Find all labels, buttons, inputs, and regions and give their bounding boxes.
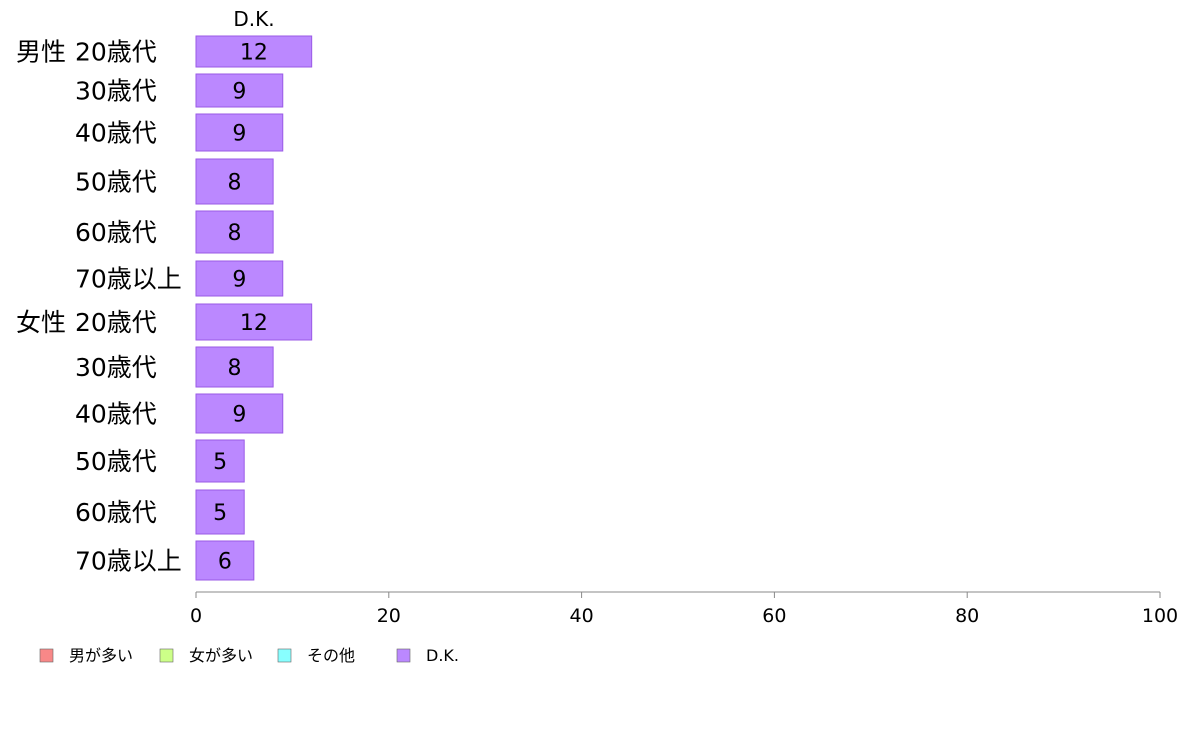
category-label: 70歳以上	[75, 265, 182, 294]
bar-rows: 男性 20歳代 12 30歳代 9 40歳代 9 50歳代 8 60歳代 8 70歳以上 9 女性 20歳代…	[16, 35, 313, 581]
category-label: 60歳代	[75, 218, 157, 247]
legend-label: 女が多い	[189, 646, 253, 665]
bar	[195, 346, 274, 388]
bar-value-label: 8	[228, 356, 242, 381]
x-tick-label: 20	[377, 605, 401, 627]
legend-swatch	[396, 648, 411, 663]
bar	[195, 210, 274, 254]
bar	[195, 393, 284, 434]
bar-value-label: 5	[213, 450, 227, 475]
bar-value-label: 9	[232, 403, 246, 428]
legend-swatch	[39, 648, 54, 663]
category-label: 30歳代	[75, 353, 157, 382]
category-label: 30歳代	[75, 77, 157, 106]
category-label: 40歳代	[75, 119, 157, 148]
category-label: 50歳代	[75, 447, 157, 476]
bar-value-label: 5	[213, 501, 227, 526]
bar	[195, 303, 313, 341]
bar	[195, 158, 274, 205]
bar	[195, 489, 245, 535]
bar-value-label: 9	[232, 122, 246, 147]
bar	[195, 260, 284, 297]
legend-label: その他	[307, 646, 355, 665]
bar-value-label: 8	[228, 171, 242, 196]
category-label: 50歳代	[75, 168, 157, 197]
legend-label: D.K.	[426, 646, 459, 665]
bar	[195, 540, 255, 581]
bar-value-label: 6	[218, 550, 232, 575]
category-label: 60歳代	[75, 498, 157, 527]
x-tick-label: 0	[190, 605, 202, 627]
bar-value-label: 12	[240, 311, 268, 336]
group-label: 女性	[16, 308, 66, 337]
legend-swatch	[277, 648, 292, 663]
bar	[195, 439, 245, 483]
category-label: 20歳代	[75, 308, 157, 337]
legend: 男が多い 女が多い その他 D.K.	[39, 646, 459, 665]
bar	[195, 113, 284, 152]
category-label: 40歳代	[75, 400, 157, 429]
x-tick-label: 60	[762, 605, 786, 627]
x-tick-label: 40	[570, 605, 594, 627]
bar	[195, 73, 284, 108]
legend-label: 男が多い	[69, 646, 133, 665]
category-label: 20歳代	[75, 38, 157, 67]
bar-value-label: 9	[232, 268, 246, 293]
x-tick-label: 100	[1142, 605, 1178, 627]
bar-value-label: 12	[240, 41, 268, 66]
bar-value-label: 8	[228, 221, 242, 246]
group-label: 男性	[16, 38, 66, 67]
x-axis: 0 20 40 60 80 100	[190, 591, 1178, 627]
x-tick-label: 80	[955, 605, 979, 627]
legend-swatch	[159, 648, 174, 663]
bar-value-label: 9	[232, 80, 246, 105]
category-label: 70歳以上	[75, 547, 182, 576]
bar	[195, 35, 313, 68]
series-header: D.K.	[233, 7, 274, 31]
